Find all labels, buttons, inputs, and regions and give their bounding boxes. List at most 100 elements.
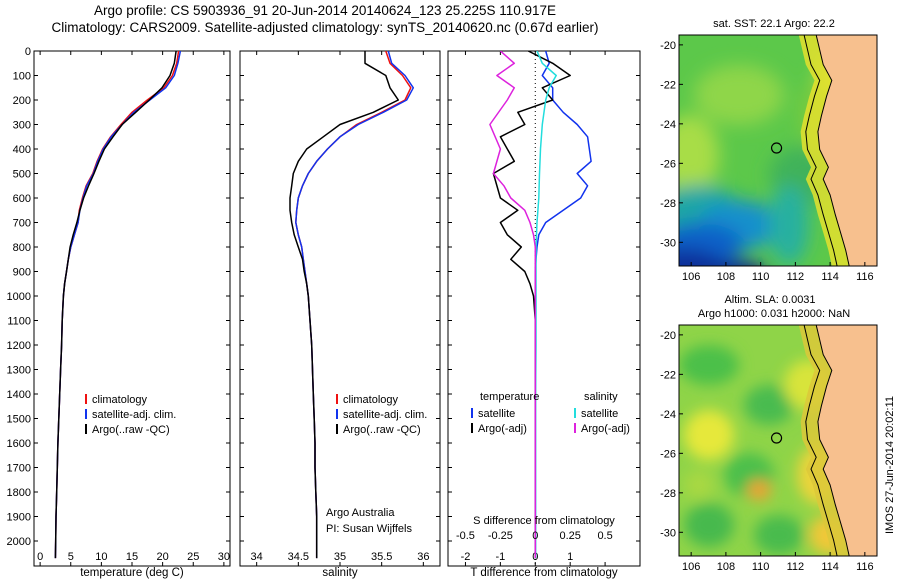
y-tick-label: 400 (13, 144, 31, 156)
lon-tick-label: 114 (821, 561, 839, 573)
x-tick-label: 10 (95, 551, 107, 563)
legend-label: Argo(..raw -QC) (343, 424, 421, 436)
axes-box (239, 50, 441, 567)
sla-map: 106 108 110 112 114 116 -20 -22 -24 -26 -28 -30 Alti… (660, 294, 878, 573)
isobath-line (803, 35, 838, 266)
axes-box (447, 50, 641, 567)
lon-tick-label: 106 (682, 561, 700, 573)
lon-tick-label: 108 (717, 271, 735, 283)
legend-label: satellite-adj. clim. (343, 409, 427, 421)
lat-tick-label: -28 (660, 488, 676, 500)
s-tick-label: 0.5 (597, 530, 612, 542)
lat-tick-label: -30 (660, 237, 676, 249)
lat-tick-label: -24 (660, 119, 676, 131)
annotation-line-2: PI: Susan Wijffels (326, 523, 412, 535)
y-tick-label: 1400 (7, 389, 31, 401)
x-tick-label: 35.5 (371, 551, 392, 563)
x-tick-label: -2 (461, 551, 471, 563)
sst-patch (679, 249, 724, 266)
profile-panel-temperature: 0100200300400500600700800900100011001200… (7, 46, 231, 579)
argo-position-marker (770, 432, 783, 444)
x-axis-label: T difference from climatology (470, 567, 617, 579)
map-field (679, 325, 877, 556)
y-tick-label: 900 (13, 267, 31, 279)
imos-timestamp: IMOS 27-Jun-2014 20:02:11 (884, 396, 896, 534)
lat-tick-label: -30 (660, 527, 676, 539)
x-tick-label: 5 (68, 551, 74, 563)
y-tick-label: 1900 (7, 512, 31, 524)
s-tick-label: 0 (532, 530, 538, 542)
map-title: sat. SST: 22.1 Argo: 22.2 (713, 18, 835, 30)
legend-heading-salinity: salinity (584, 391, 618, 403)
y-tick-label: 1100 (7, 316, 31, 328)
y-tick-label: 1700 (7, 463, 31, 475)
map-frame (678, 34, 878, 267)
lat-tick-label: -24 (660, 409, 676, 421)
sla-patch (744, 385, 794, 425)
sst-map: 106 108 110 112 114 116 -20 -22 -24 -26 -28 -30 sat.… (660, 18, 878, 283)
x-tick-label: 20 (157, 551, 169, 563)
x-axis-label-top: S difference from climatology (473, 515, 615, 527)
series-line-salinity-argo-adj- (489, 51, 537, 559)
land (815, 325, 877, 556)
y-tick-label: 1000 (7, 291, 31, 303)
lon-tick-label: 106 (682, 271, 700, 283)
sla-patch (754, 515, 804, 555)
sla-patch (747, 480, 771, 500)
legend-label: Argo(-adj) (478, 423, 527, 435)
x-tick-label: 1 (567, 551, 573, 563)
x-tick-label: 34 (251, 551, 263, 563)
lat-tick-label: -20 (660, 40, 676, 52)
sst-patch (714, 261, 764, 266)
annotation-line-1: Argo Australia (326, 507, 395, 519)
legend-label: satellite (478, 408, 515, 420)
legend-label: satellite-adj. clim. (92, 409, 176, 421)
series-group (489, 51, 592, 566)
sst-patch (769, 185, 809, 265)
figure-title-line-2: Climatology: CARS2009. Satellite-adjuste… (51, 20, 599, 35)
axes-box (33, 50, 231, 567)
s-tick-label: 0.25 (559, 530, 580, 542)
lon-tick-label: 108 (717, 561, 735, 573)
y-tick-label: 2000 (7, 536, 31, 548)
map-frame (678, 324, 878, 557)
lon-tick-label: 114 (821, 271, 839, 283)
legend-heading-temperature: temperature (480, 391, 539, 403)
lon-tick-label: 110 (752, 271, 770, 283)
lon-tick-label: 112 (787, 561, 805, 573)
y-tick-label: 800 (13, 242, 31, 254)
profile-panel-salinity: 34 34.5 35 35.5 36 salinity climatology satelli… (239, 50, 441, 579)
sst-patch (679, 115, 719, 195)
lon-tick-label: 110 (752, 561, 770, 573)
series-line-argo-raw-qc- (54, 51, 177, 559)
figure-title-line-1: Argo profile: CS 5903936_91 20-Jun-2014 … (93, 3, 557, 18)
coastal-shelf (798, 35, 850, 266)
legend-label: satellite (581, 408, 618, 420)
x-axis-label: salinity (322, 567, 357, 579)
y-tick-label: 300 (13, 120, 31, 132)
series-group (289, 51, 415, 559)
sla-patch (684, 503, 734, 547)
y-tick-label: 200 (13, 95, 31, 107)
argo-position-marker (770, 142, 783, 154)
y-tick-label: 1200 (7, 340, 31, 352)
lon-tick-label: 116 (856, 271, 874, 283)
y-tick-label: 500 (13, 169, 31, 181)
s-tick-label: -0.25 (488, 530, 513, 542)
x-tick-label: 30 (218, 551, 230, 563)
map-title-line-2: Argo h1000: 0.031 h2000: NaN (698, 308, 850, 320)
lat-tick-label: -28 (660, 198, 676, 210)
legend-label: Argo(..raw -QC) (92, 424, 170, 436)
y-tick-label: 0 (25, 46, 31, 58)
y-tick-label: 1800 (7, 487, 31, 499)
map-title-line-1: Altim. SLA: 0.0031 (724, 294, 815, 306)
x-tick-label: 35 (334, 551, 346, 563)
sla-patch (684, 470, 714, 500)
land (815, 35, 877, 266)
isobath-line (803, 325, 838, 556)
lat-tick-label: -26 (660, 448, 676, 460)
y-tick-label: 700 (13, 218, 31, 230)
x-tick-label: 15 (126, 551, 138, 563)
x-tick-label: 0 (37, 551, 43, 563)
